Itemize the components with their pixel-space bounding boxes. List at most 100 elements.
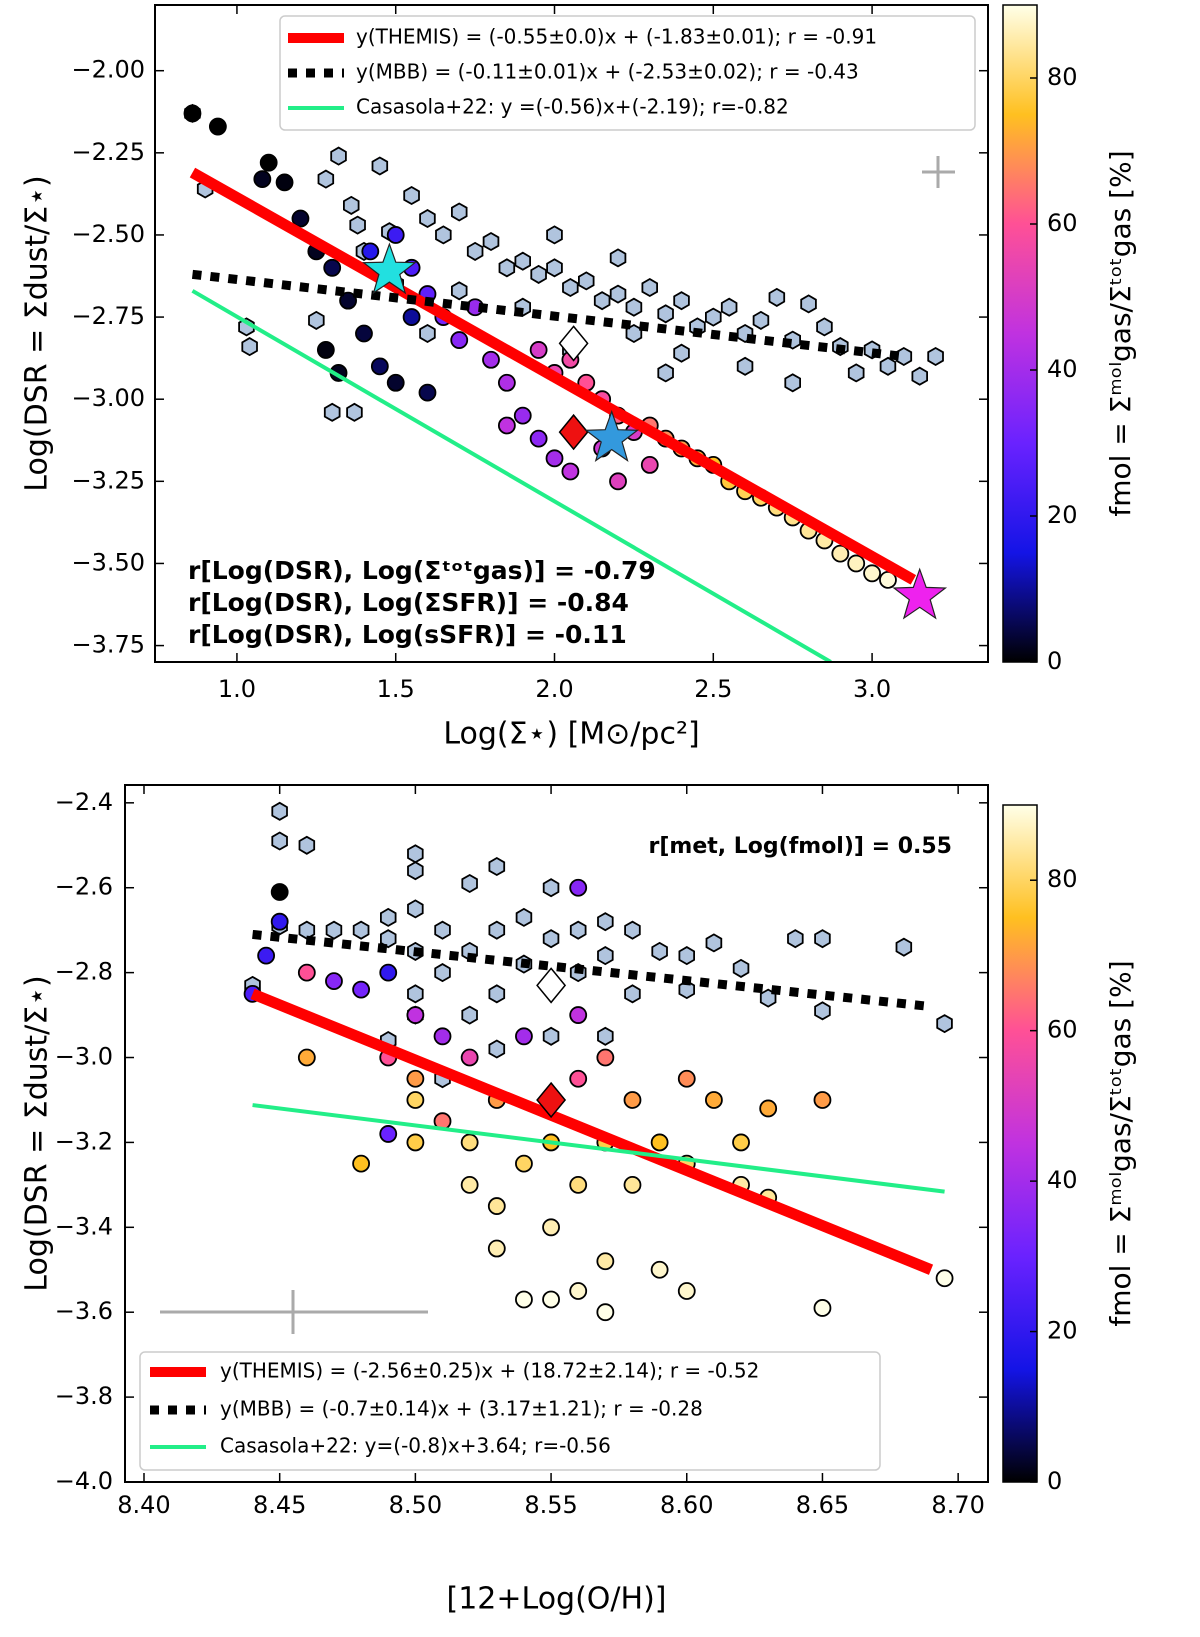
- hexagon-point: [624, 920, 641, 940]
- hexagon-point: [546, 258, 563, 278]
- legend-label: y(THEMIS) = (-0.55±0.0)x + (-1.83±0.01);…: [356, 25, 877, 49]
- hexagon-point: [407, 844, 424, 864]
- legend-box: [139, 1351, 881, 1471]
- circle-point: [497, 373, 516, 392]
- y-tick-label: −3.4: [55, 1212, 113, 1240]
- circle-point: [487, 1239, 506, 1258]
- hexagon-point: [542, 929, 560, 949]
- legend-label: y(MBB) = (-0.11±0.01)x + (-2.53±0.02); r…: [356, 60, 859, 84]
- circle-point: [291, 209, 310, 228]
- circle-point: [402, 308, 421, 326]
- circle-point: [316, 341, 335, 359]
- y-tick-label: −2.50: [71, 220, 145, 248]
- hexagon-point: [641, 277, 658, 298]
- circle-point: [623, 1175, 642, 1194]
- circle-point: [596, 1048, 615, 1067]
- hexagon-point: [488, 856, 506, 877]
- colorbar-tick-label: 40: [1047, 1166, 1078, 1194]
- circle-point: [569, 1175, 588, 1194]
- colorbar-tick-label: 0: [1047, 1467, 1062, 1495]
- circle-point: [497, 416, 516, 435]
- x-tick-label: 8.50: [389, 1491, 442, 1519]
- circle-point: [529, 429, 548, 448]
- x-tick-label: 8.65: [796, 1491, 849, 1519]
- circle-point: [406, 1091, 425, 1109]
- hexagon-point: [407, 984, 424, 1004]
- circle-point: [705, 1091, 723, 1109]
- circle-point: [450, 331, 469, 349]
- diamond-marker: [536, 967, 567, 1004]
- hexagon-point: [569, 920, 587, 940]
- hexagon-point: [330, 146, 347, 166]
- x-axis-label: Log(Σ⋆) [M⊙/pc²]: [443, 717, 699, 752]
- hexagon-point: [407, 861, 424, 881]
- plot-area: [183, 103, 948, 662]
- x-tick-label: 8.55: [524, 1491, 577, 1519]
- circle-point: [460, 1133, 479, 1152]
- hexagon-point: [271, 801, 288, 821]
- circle-point: [297, 963, 316, 982]
- hexagon-point: [814, 929, 831, 949]
- star-marker: [584, 409, 640, 462]
- x-tick-label: 2.5: [694, 675, 732, 703]
- circle-point: [561, 462, 580, 481]
- hexagon-point: [542, 878, 560, 898]
- y-tick-label: −2.75: [71, 302, 145, 330]
- circle-point: [650, 1260, 669, 1279]
- colorbar-tick-label: 40: [1047, 355, 1078, 383]
- y-tick-label: −2.8: [55, 958, 113, 986]
- hexagon-point: [317, 169, 335, 189]
- circle-point: [406, 1133, 425, 1152]
- circle-point: [379, 1125, 398, 1143]
- circle-point: [640, 455, 659, 474]
- circle-point: [569, 878, 588, 897]
- plot-frame: [154, 4, 989, 663]
- circle-point: [406, 1006, 425, 1024]
- hexagon-point: [720, 297, 738, 317]
- circle-point: [596, 1303, 615, 1322]
- plot-area: [243, 801, 954, 1322]
- hexagon-point: [847, 363, 865, 383]
- legend-box: [279, 15, 976, 131]
- y-axis-label: Log(DSR = Σdust/Σ⋆): [20, 175, 55, 491]
- circle-point: [513, 406, 532, 425]
- circle-point: [847, 554, 866, 573]
- circle-point: [352, 1154, 371, 1173]
- circle-point: [270, 883, 289, 901]
- hexagon-point: [705, 933, 723, 953]
- hexagon-point: [768, 287, 786, 307]
- hexagon-point: [732, 958, 750, 978]
- y-tick-label: −3.25: [71, 466, 145, 494]
- diamond-marker: [558, 413, 589, 451]
- circle-point: [406, 1069, 425, 1088]
- legend-label: y(THEMIS) = (-2.56±0.25)x + (18.72±2.14)…: [220, 1359, 759, 1383]
- hexagon-point: [419, 208, 436, 229]
- circle-point: [542, 1290, 560, 1309]
- circle-point: [623, 1091, 642, 1109]
- y-tick-label: −3.6: [55, 1297, 113, 1325]
- colorbar-tick-label: 60: [1047, 209, 1078, 237]
- x-tick-label: 2.0: [535, 675, 573, 703]
- hexagon-point: [308, 310, 325, 330]
- x-tick-label: 3.0: [853, 675, 891, 703]
- circle-point: [732, 1133, 750, 1152]
- hexagon-point: [625, 297, 643, 317]
- fit-line: [252, 1103, 945, 1194]
- y-tick-label: −3.8: [55, 1382, 113, 1410]
- circle-point: [418, 383, 437, 402]
- hexagon-point: [597, 946, 614, 966]
- hexagon-point: [325, 920, 343, 940]
- hexagon-point: [342, 195, 360, 215]
- colorbar-tick-label: 0: [1047, 647, 1062, 675]
- colorbar: [1002, 804, 1038, 1483]
- circle-point: [879, 570, 897, 589]
- circle-point: [569, 1282, 588, 1300]
- circle-point: [259, 153, 278, 172]
- hexagon-point: [403, 185, 420, 206]
- colorbar: [1002, 4, 1038, 663]
- hexagon-point: [609, 248, 627, 268]
- hexagon-point: [488, 1039, 506, 1059]
- hexagon-point: [597, 912, 614, 932]
- hexagon-point: [705, 307, 722, 327]
- circle-point: [515, 1154, 533, 1173]
